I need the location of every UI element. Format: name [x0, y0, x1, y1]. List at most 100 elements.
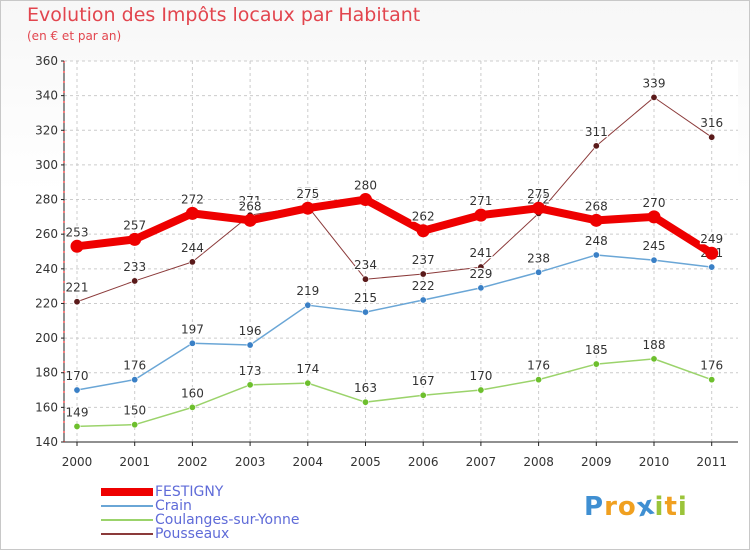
- data-point: [650, 256, 658, 264]
- data-label: 249: [700, 232, 723, 246]
- legend-label: FESTIGNY: [155, 484, 224, 500]
- series-line: [76, 254, 713, 391]
- logo-letter: t: [664, 492, 678, 522]
- data-label: 149: [66, 405, 89, 419]
- logo-letter: i: [677, 492, 688, 522]
- data-label: 234: [354, 258, 377, 272]
- data-label: 262: [412, 210, 435, 224]
- data-point: [708, 263, 716, 271]
- data-label: 233: [123, 260, 146, 274]
- series-pousseaux: 221 233 244 271 276 234 237 241 272 311 339 316: [64, 75, 724, 306]
- x-tick-label: 2010: [639, 455, 670, 469]
- y-tick-label: 220: [35, 296, 58, 310]
- data-label: 222: [412, 279, 435, 293]
- x-tick-label: 2001: [119, 455, 150, 469]
- x-tick-label: 2006: [408, 455, 439, 469]
- data-point: [243, 213, 257, 227]
- chart-title: Evolution des Impôts locaux par Habitant: [27, 4, 421, 26]
- data-point: [131, 277, 139, 285]
- legend-swatch: [101, 488, 153, 496]
- data-point: [589, 213, 603, 227]
- data-label: 174: [296, 362, 319, 376]
- data-label: 176: [700, 359, 723, 373]
- data-point: [246, 381, 254, 389]
- data-point: [647, 210, 661, 224]
- x-tick-label: 2002: [177, 455, 208, 469]
- y-tick-label: 180: [35, 366, 58, 380]
- y-tick-label: 160: [35, 400, 58, 414]
- data-point: [708, 376, 716, 384]
- series-coulanges-sur-yonne: 149 150 160 173 174 163 167 170 176 185 188 176: [64, 337, 724, 430]
- chart-subtitle: (en € et par an): [27, 29, 122, 43]
- data-label: 188: [643, 338, 666, 352]
- y-tick-label: 300: [35, 158, 58, 172]
- data-point: [73, 422, 81, 430]
- legend-swatch: [101, 519, 153, 521]
- data-point: [361, 308, 369, 316]
- x-tick-label: 2000: [62, 455, 93, 469]
- y-tick-label: 260: [35, 227, 58, 241]
- data-label: 229: [469, 267, 492, 281]
- data-point: [188, 339, 196, 347]
- y-tick-label: 200: [35, 331, 58, 345]
- data-label: 271: [239, 194, 262, 208]
- y-tick-label: 240: [35, 262, 58, 276]
- data-label: 272: [181, 192, 204, 206]
- logo-letter: r: [604, 492, 618, 522]
- data-point: [535, 268, 543, 276]
- y-tick-label: 140: [35, 435, 58, 449]
- proxiti-logo: Proxiti: [584, 490, 688, 523]
- legend-label: Pousseaux: [155, 526, 230, 542]
- legend-swatch: [101, 533, 153, 535]
- x-tick-label: 2011: [696, 455, 727, 469]
- data-point: [304, 301, 312, 309]
- legend-item: Pousseaux: [101, 527, 299, 541]
- logo-letter: P: [584, 492, 605, 522]
- data-point: [301, 201, 315, 215]
- x-tick-label: 2004: [293, 455, 324, 469]
- data-label: 276: [296, 185, 319, 199]
- data-label: 160: [181, 386, 204, 400]
- data-point: [359, 193, 372, 207]
- data-label: 245: [643, 239, 666, 253]
- data-label: 275: [527, 187, 550, 201]
- data-point: [188, 403, 196, 411]
- legend-label: Coulanges-sur-Yonne: [155, 512, 300, 528]
- data-label: 311: [585, 125, 608, 139]
- data-point: [246, 341, 254, 349]
- data-label: 196: [239, 324, 262, 338]
- data-label: 316: [700, 116, 723, 130]
- y-tick-label: 320: [35, 123, 58, 137]
- data-point: [650, 355, 658, 363]
- data-label: 238: [527, 251, 550, 265]
- data-label: 219: [296, 284, 319, 298]
- data-point: [361, 275, 369, 283]
- logo-letter: i: [654, 492, 665, 522]
- data-point: [70, 239, 84, 253]
- data-label: 248: [585, 234, 608, 248]
- y-tick-label: 340: [35, 89, 58, 103]
- series-line: [76, 96, 713, 303]
- data-point: [73, 386, 81, 394]
- data-point: [708, 133, 716, 141]
- data-label: 150: [123, 404, 146, 418]
- data-label: 221: [66, 281, 89, 295]
- data-point: [535, 376, 543, 384]
- legend-swatch: [101, 505, 153, 507]
- x-tick-label: 2005: [350, 455, 381, 469]
- data-label: 271: [469, 194, 492, 208]
- legend-item: FESTIGNY: [101, 485, 299, 499]
- legend-item: Coulanges-sur-Yonne: [101, 513, 299, 527]
- data-label: 173: [239, 364, 262, 378]
- data-label: 339: [643, 76, 666, 90]
- data-label: 275: [296, 187, 319, 201]
- data-point: [304, 379, 312, 387]
- data-point: [131, 421, 139, 429]
- data-point: [477, 386, 485, 394]
- data-point: [419, 270, 427, 278]
- data-label: 253: [66, 225, 89, 239]
- series-crain: 170 176 197 196 219 215 222 229 238 248 245 241: [64, 233, 724, 394]
- x-tick-label: 2007: [466, 455, 497, 469]
- series-line: [76, 358, 713, 428]
- chart-legend: FESTIGNY Crain Coulanges-sur-Yonne Pousseau…: [101, 485, 299, 541]
